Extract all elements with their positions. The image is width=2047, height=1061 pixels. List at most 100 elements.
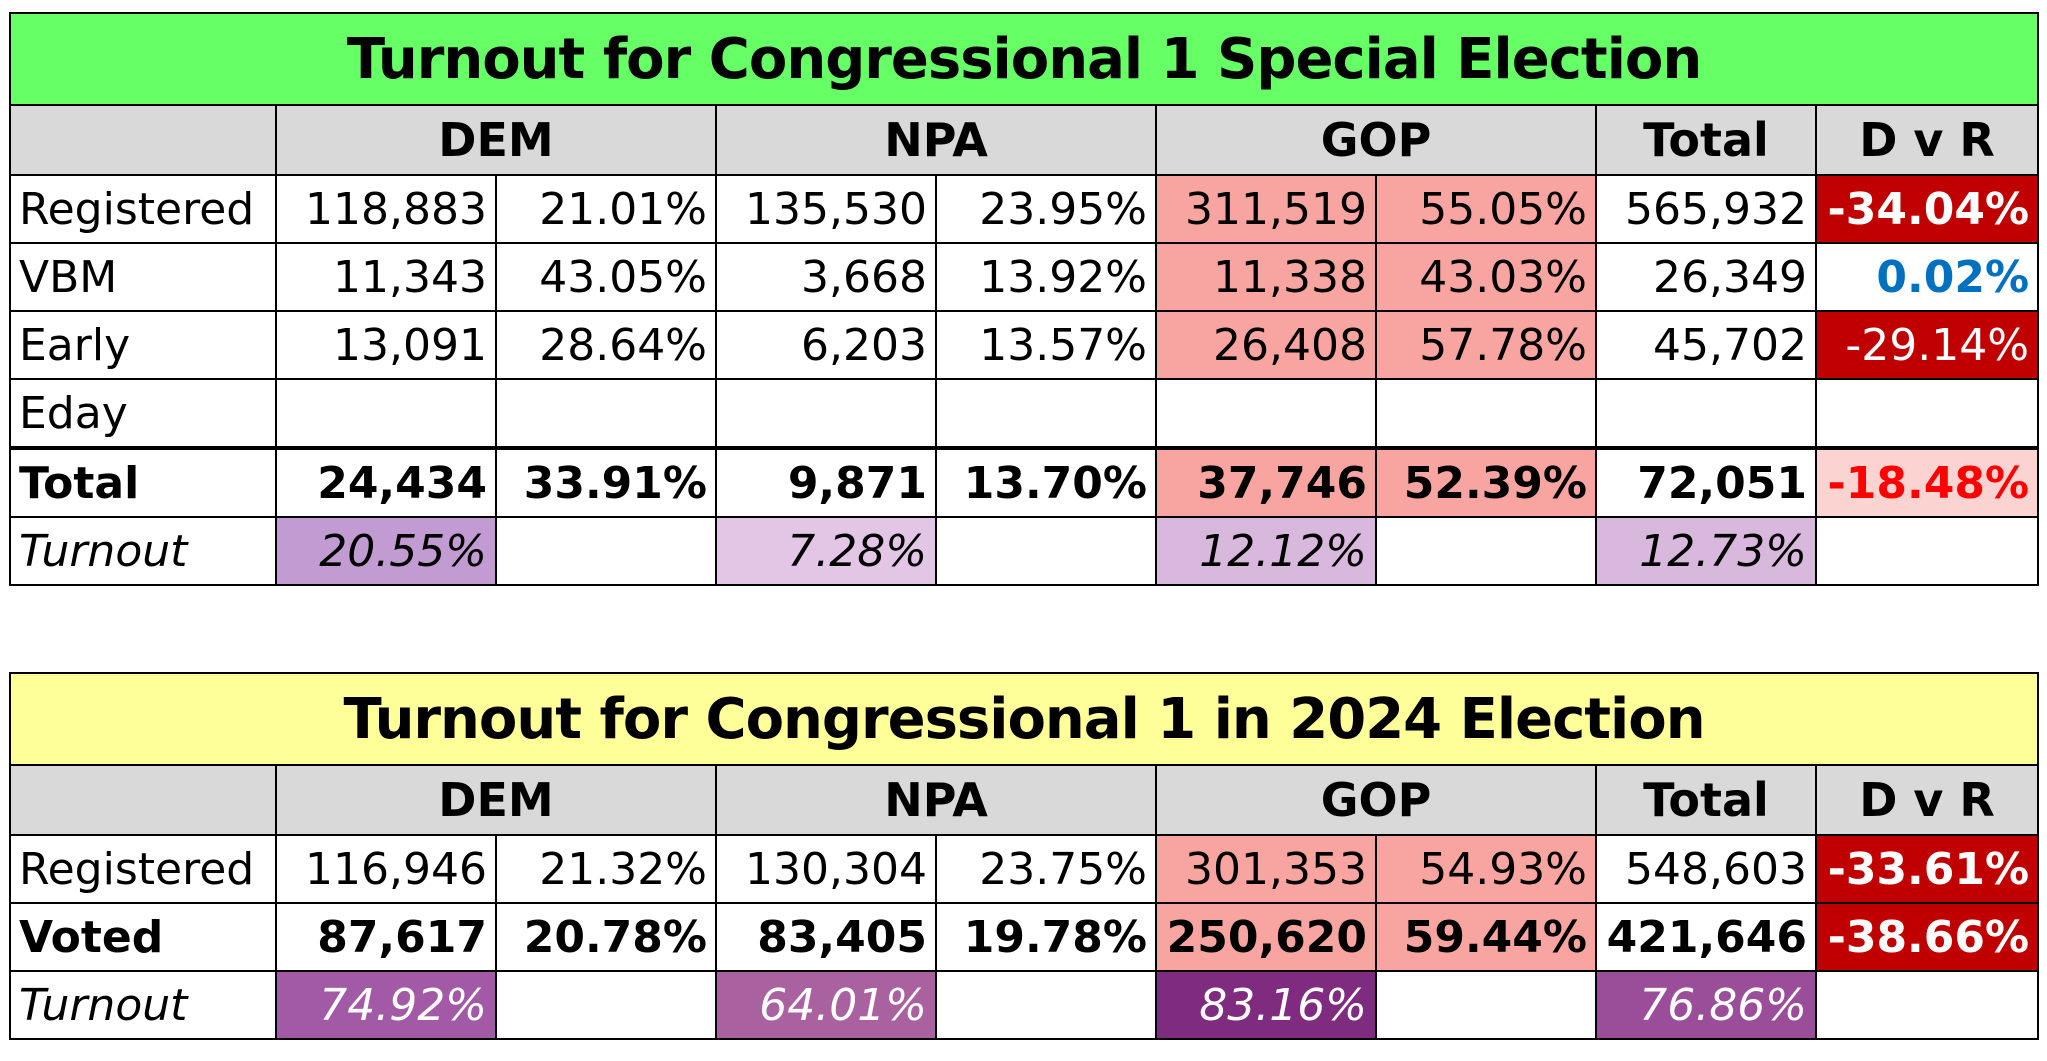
row-label: Turnout <box>9 970 277 1040</box>
npa-pct: 23.75% <box>935 834 1157 904</box>
total-count: 548,603 <box>1595 834 1817 904</box>
header-dvr: D v R <box>1814 764 2040 836</box>
dem-pct <box>495 378 717 449</box>
npa-pct: 13.92% <box>935 242 1157 312</box>
npa-count: 135,530 <box>715 174 937 244</box>
dem-pct: 21.01% <box>495 174 717 244</box>
dem-pct: 21.32% <box>495 834 717 904</box>
table-title: Turnout for Congressional 1 in 2024 Elec… <box>8 672 2040 766</box>
header-dem: DEM <box>275 764 717 836</box>
dem-count: 13,091 <box>275 310 497 380</box>
empty-cell <box>1814 970 2040 1040</box>
turnout-row: Turnout 74.92% 64.01% 83.16% 76.86% <box>9 970 2040 1040</box>
row-label: Voted <box>9 902 277 972</box>
gop-pct: 57.78% <box>1375 310 1597 380</box>
dem-turnout: 20.55% <box>275 516 497 586</box>
table-row: Registered 116,946 21.32% 130,304 23.75%… <box>9 834 2040 904</box>
total-count: 421,646 <box>1595 902 1817 972</box>
empty-cell <box>495 970 717 1040</box>
empty-cell <box>935 970 1157 1040</box>
empty-cell <box>1814 516 2040 586</box>
table-title: Turnout for Congressional 1 Special Elec… <box>8 12 2040 106</box>
header-total: Total <box>1595 764 1817 836</box>
gop-pct: 55.05% <box>1375 174 1597 244</box>
header-blank <box>9 104 277 176</box>
dem-count: 87,617 <box>275 902 497 972</box>
dem-pct: 33.91% <box>495 446 717 518</box>
row-label: Registered <box>9 834 277 904</box>
npa-pct <box>935 378 1157 449</box>
gop-count: 37,746 <box>1155 446 1377 518</box>
table-row: Eday <box>9 378 2040 449</box>
dem-pct: 20.78% <box>495 902 717 972</box>
npa-count: 9,871 <box>715 446 937 518</box>
dvr-value: -38.66% <box>1814 902 2040 972</box>
npa-count: 6,203 <box>715 310 937 380</box>
gop-pct: 59.44% <box>1375 902 1597 972</box>
row-label: Registered <box>9 174 277 244</box>
npa-pct: 19.78% <box>935 902 1157 972</box>
npa-count <box>715 378 937 449</box>
dem-pct: 43.05% <box>495 242 717 312</box>
gop-turnout: 83.16% <box>1155 970 1377 1040</box>
dem-count: 116,946 <box>275 834 497 904</box>
npa-turnout: 7.28% <box>715 516 937 586</box>
row-label: Early <box>9 310 277 380</box>
dem-turnout: 74.92% <box>275 970 497 1040</box>
dvr-value: 0.02% <box>1814 242 2040 312</box>
row-label: Total <box>9 446 277 518</box>
empty-cell <box>1375 516 1597 586</box>
gop-pct: 54.93% <box>1375 834 1597 904</box>
total-count: 45,702 <box>1595 310 1817 380</box>
npa-turnout: 64.01% <box>715 970 937 1040</box>
table-row: Registered 118,883 21.01% 135,530 23.95%… <box>9 174 2040 244</box>
dvr-value: -18.48% <box>1814 446 2040 518</box>
gop-pct: 43.03% <box>1375 242 1597 312</box>
dem-count: 24,434 <box>275 446 497 518</box>
gop-count <box>1155 378 1377 449</box>
npa-count: 83,405 <box>715 902 937 972</box>
header-gop: GOP <box>1155 104 1597 176</box>
table-row: Total 24,434 33.91% 9,871 13.70% 37,746 … <box>9 446 2040 518</box>
empty-cell <box>935 516 1157 586</box>
header-total: Total <box>1595 104 1817 176</box>
table-row: Early 13,091 28.64% 6,203 13.57% 26,408 … <box>9 310 2040 380</box>
total-count: 565,932 <box>1595 174 1817 244</box>
empty-cell <box>1375 970 1597 1040</box>
header-npa: NPA <box>715 104 1157 176</box>
gop-turnout: 12.12% <box>1155 516 1377 586</box>
total-turnout: 76.86% <box>1595 970 1817 1040</box>
header-dvr: D v R <box>1814 104 2040 176</box>
total-count: 26,349 <box>1595 242 1817 312</box>
header-gop: GOP <box>1155 764 1597 836</box>
turnout-row: Turnout 20.55% 7.28% 12.12% 12.73% <box>9 516 2040 586</box>
row-label: VBM <box>9 242 277 312</box>
election-2024-table: Turnout for Congressional 1 in 2024 Elec… <box>8 672 2040 1040</box>
table-row: Voted 87,617 20.78% 83,405 19.78% 250,62… <box>9 902 2040 972</box>
gop-count: 311,519 <box>1155 174 1377 244</box>
header-npa: NPA <box>715 764 1157 836</box>
gop-count: 11,338 <box>1155 242 1377 312</box>
dvr-value: -29.14% <box>1814 310 2040 380</box>
gop-pct <box>1375 378 1597 449</box>
dem-count <box>275 378 497 449</box>
npa-count: 3,668 <box>715 242 937 312</box>
dem-pct: 28.64% <box>495 310 717 380</box>
npa-pct: 13.70% <box>935 446 1157 518</box>
dem-count: 118,883 <box>275 174 497 244</box>
gop-count: 250,620 <box>1155 902 1377 972</box>
dem-count: 11,343 <box>275 242 497 312</box>
gop-count: 301,353 <box>1155 834 1377 904</box>
dvr-value: -33.61% <box>1814 834 2040 904</box>
header-blank <box>9 764 277 836</box>
special-election-table: Turnout for Congressional 1 Special Elec… <box>8 12 2040 586</box>
row-label: Eday <box>9 378 277 449</box>
gop-pct: 52.39% <box>1375 446 1597 518</box>
gop-count: 26,408 <box>1155 310 1377 380</box>
row-label: Turnout <box>9 516 277 586</box>
total-count <box>1595 378 1817 449</box>
header-dem: DEM <box>275 104 717 176</box>
total-turnout: 12.73% <box>1595 516 1817 586</box>
total-count: 72,051 <box>1595 446 1817 518</box>
npa-pct: 13.57% <box>935 310 1157 380</box>
